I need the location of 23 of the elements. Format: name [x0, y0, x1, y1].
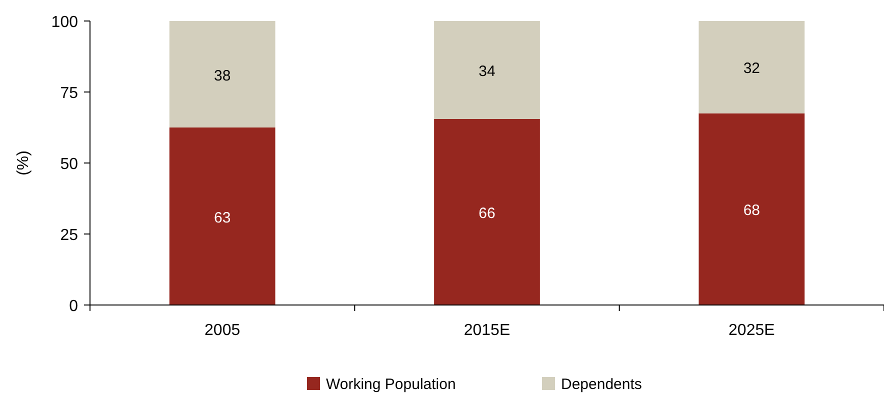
bar — [169, 21, 276, 128]
y-tick-label: 100 — [51, 14, 78, 31]
x-tick-label: 2005 — [204, 322, 240, 339]
bar — [434, 21, 540, 119]
data-label: 32 — [743, 60, 760, 78]
x-tick-label: 2015E — [464, 322, 510, 339]
legend-label: Dependents — [561, 376, 642, 393]
y-tick-label: 75 — [60, 85, 78, 102]
x-tick-label: 2025E — [728, 322, 775, 339]
data-label: 38 — [214, 67, 231, 84]
data-label: 63 — [214, 209, 231, 226]
bar — [169, 128, 276, 305]
bar — [434, 118, 540, 305]
data-label: 66 — [478, 204, 496, 222]
y-tick-label: 0 — [69, 298, 78, 315]
bar — [698, 21, 805, 114]
legend-label: Working Population — [326, 376, 456, 393]
data-label: 68 — [743, 202, 760, 220]
y-tick-label: 50 — [60, 156, 78, 173]
data-label: 34 — [478, 62, 496, 80]
y-axis-title: (%) — [15, 150, 32, 176]
y-tick-label: 25 — [60, 227, 78, 244]
bar — [698, 113, 805, 305]
